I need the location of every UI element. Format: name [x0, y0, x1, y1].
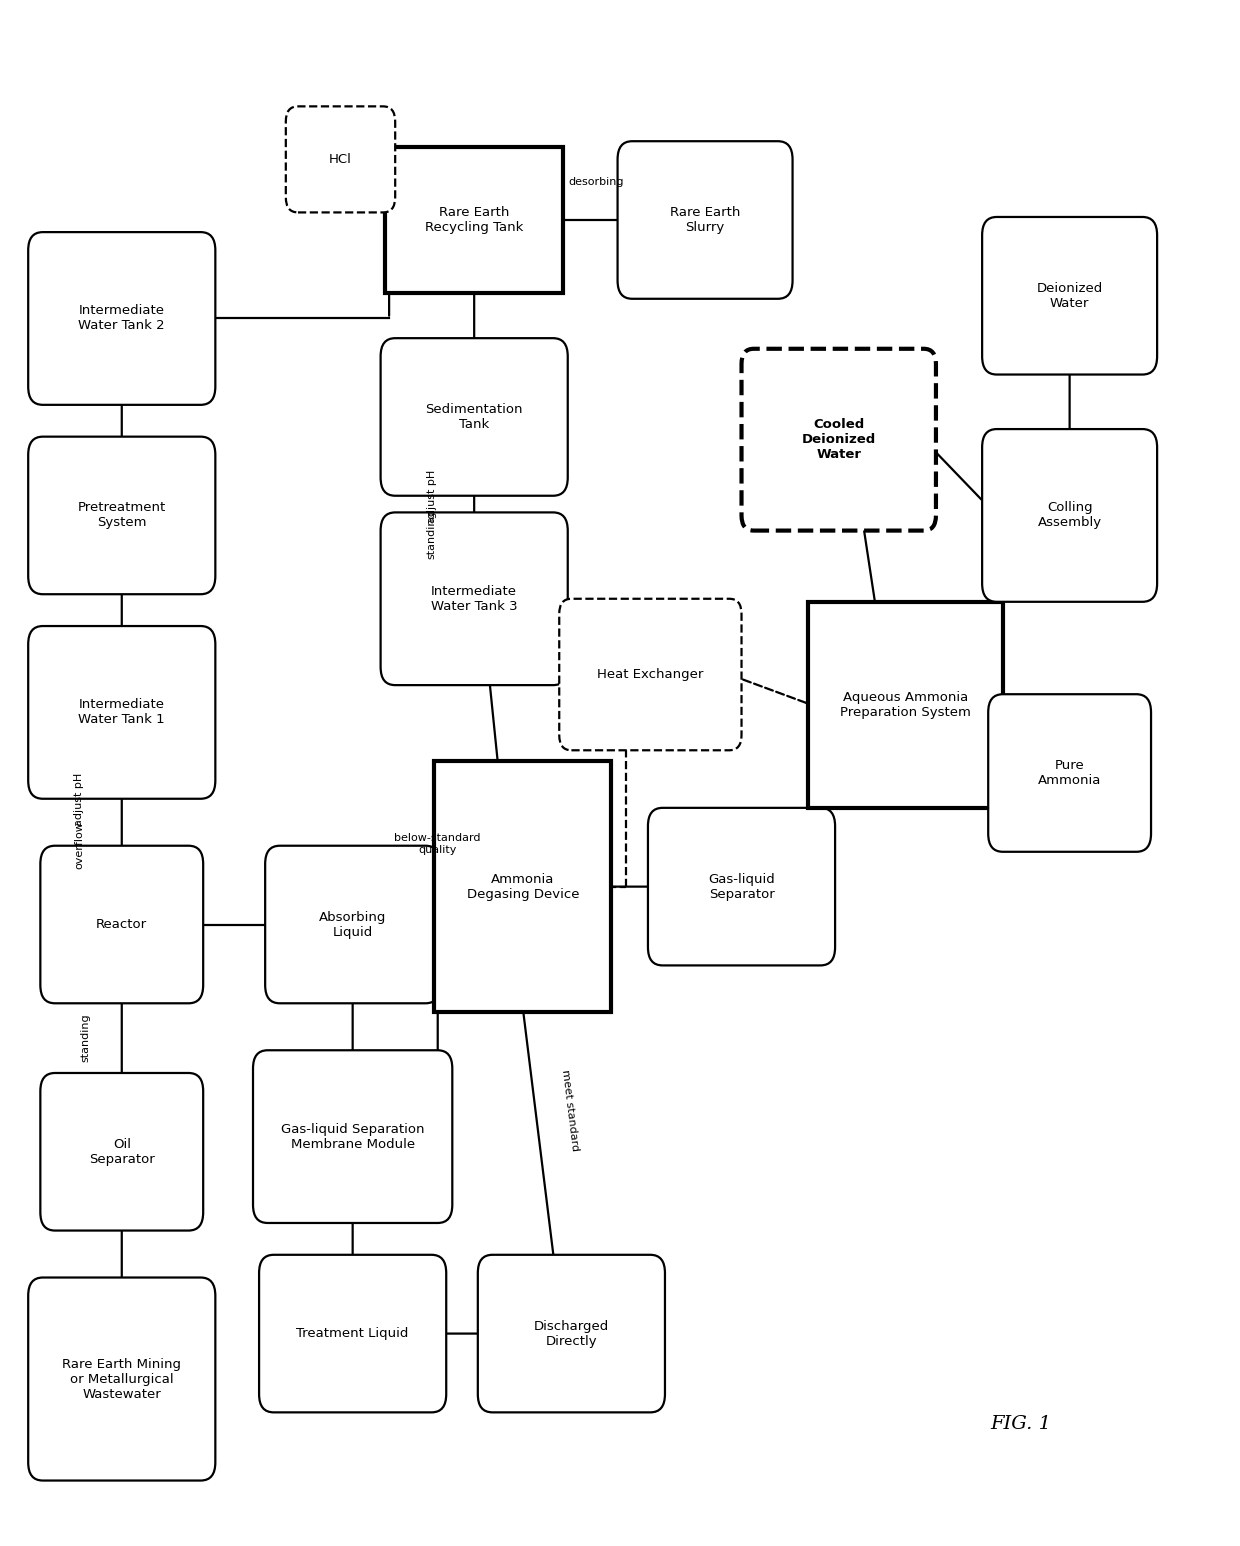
Text: Ammonia
Degasing Device: Ammonia Degasing Device: [466, 872, 579, 901]
Text: Discharged
Directly: Discharged Directly: [533, 1320, 609, 1348]
FancyBboxPatch shape: [982, 430, 1157, 601]
Text: below-standard
quality: below-standard quality: [394, 833, 481, 855]
Text: standing: standing: [427, 510, 436, 558]
FancyBboxPatch shape: [253, 1050, 453, 1223]
FancyBboxPatch shape: [477, 1255, 665, 1413]
Text: Reactor: Reactor: [97, 918, 148, 931]
FancyBboxPatch shape: [29, 436, 216, 594]
Text: meet standard: meet standard: [559, 1068, 579, 1152]
Text: Rare Earth
Slurry: Rare Earth Slurry: [670, 206, 740, 233]
Text: Aqueous Ammonia
Preparation System: Aqueous Ammonia Preparation System: [841, 691, 971, 719]
Text: overflow: overflow: [74, 821, 84, 869]
Text: adjust pH: adjust pH: [74, 773, 84, 826]
FancyBboxPatch shape: [41, 1073, 203, 1231]
FancyBboxPatch shape: [381, 339, 568, 496]
FancyBboxPatch shape: [29, 1277, 216, 1481]
Text: Gas-liquid Separation
Membrane Module: Gas-liquid Separation Membrane Module: [281, 1122, 424, 1150]
FancyBboxPatch shape: [29, 232, 216, 405]
Text: Gas-liquid
Separator: Gas-liquid Separator: [708, 872, 775, 901]
FancyBboxPatch shape: [285, 107, 396, 212]
Text: Intermediate
Water Tank 2: Intermediate Water Tank 2: [78, 305, 165, 332]
FancyBboxPatch shape: [41, 846, 203, 1003]
FancyBboxPatch shape: [649, 809, 835, 965]
FancyBboxPatch shape: [988, 694, 1151, 852]
Text: Oil
Separator: Oil Separator: [89, 1138, 155, 1166]
FancyBboxPatch shape: [29, 626, 216, 799]
FancyBboxPatch shape: [982, 216, 1157, 374]
FancyBboxPatch shape: [742, 349, 936, 530]
Text: Cooled
Deionized
Water: Cooled Deionized Water: [801, 417, 875, 461]
Text: HCl: HCl: [329, 153, 352, 165]
FancyBboxPatch shape: [618, 141, 792, 298]
Text: adjust pH: adjust pH: [427, 470, 436, 523]
Text: desorbing: desorbing: [568, 178, 624, 187]
Text: Sedimentation
Tank: Sedimentation Tank: [425, 404, 523, 431]
Text: Treatment Liquid: Treatment Liquid: [296, 1326, 409, 1340]
Text: Colling
Assembly: Colling Assembly: [1038, 501, 1101, 529]
Text: Deionized
Water: Deionized Water: [1037, 281, 1102, 309]
Text: FIG. 1: FIG. 1: [991, 1416, 1052, 1433]
Text: Pretreatment
System: Pretreatment System: [78, 501, 166, 529]
Text: Heat Exchanger: Heat Exchanger: [598, 668, 703, 682]
FancyBboxPatch shape: [434, 761, 611, 1013]
Text: Rare Earth Mining
or Metallurgical
Wastewater: Rare Earth Mining or Metallurgical Waste…: [62, 1357, 181, 1401]
Text: Absorbing
Liquid: Absorbing Liquid: [319, 911, 387, 938]
Text: Pure
Ammonia: Pure Ammonia: [1038, 759, 1101, 787]
Text: Intermediate
Water Tank 1: Intermediate Water Tank 1: [78, 699, 165, 727]
FancyBboxPatch shape: [559, 598, 742, 750]
FancyBboxPatch shape: [381, 512, 568, 685]
Text: standing: standing: [81, 1014, 91, 1062]
FancyBboxPatch shape: [807, 601, 1003, 809]
FancyBboxPatch shape: [386, 147, 563, 292]
Text: Intermediate
Water Tank 3: Intermediate Water Tank 3: [430, 584, 517, 612]
FancyBboxPatch shape: [265, 846, 440, 1003]
Text: Rare Earth
Recycling Tank: Rare Earth Recycling Tank: [425, 206, 523, 233]
FancyBboxPatch shape: [259, 1255, 446, 1413]
